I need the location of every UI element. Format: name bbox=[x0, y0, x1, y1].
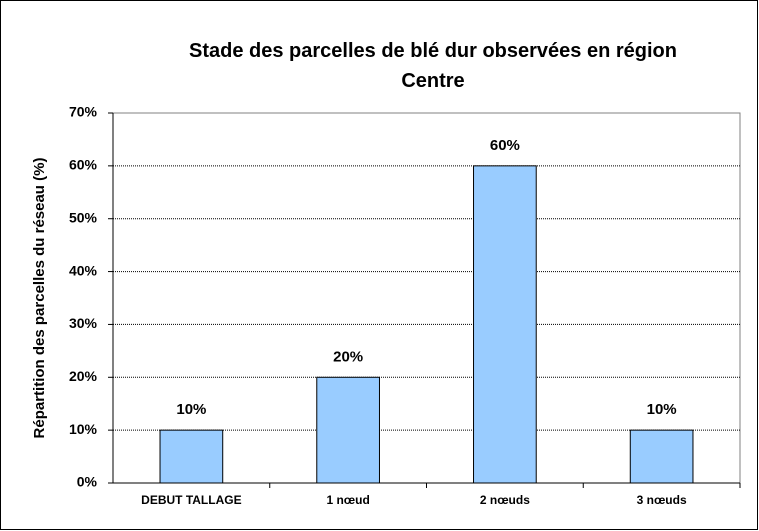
value-label: 10% bbox=[176, 401, 206, 418]
bar bbox=[159, 429, 224, 484]
y-tick-label: 60% bbox=[69, 157, 98, 173]
y-tick-label: 20% bbox=[69, 368, 98, 384]
value-label: 10% bbox=[647, 401, 677, 418]
chart-title: Stade des parcelles de blé dur observées… bbox=[189, 40, 677, 92]
y-tick-label: 30% bbox=[69, 315, 98, 331]
x-tick-label: 3 nœuds bbox=[637, 493, 687, 507]
x-tick-label: DEBUT TALLAGE bbox=[141, 493, 241, 507]
x-tick-label: 1 nœud bbox=[326, 493, 369, 507]
x-tick-label: 2 nœuds bbox=[480, 493, 530, 507]
y-axis-label: Répartition des parcelles du réseau (%) bbox=[31, 158, 48, 439]
value-label: 20% bbox=[333, 348, 363, 365]
bar bbox=[629, 429, 694, 484]
bar bbox=[473, 165, 537, 484]
y-tick-label: 40% bbox=[69, 262, 98, 278]
value-label: 60% bbox=[490, 137, 520, 154]
y-tick-label: 0% bbox=[77, 474, 98, 490]
y-tick-label: 50% bbox=[69, 209, 98, 225]
y-tick-label: 70% bbox=[69, 104, 98, 120]
bar bbox=[316, 376, 380, 484]
y-tick-label: 10% bbox=[69, 421, 98, 437]
plot-area bbox=[112, 112, 741, 484]
